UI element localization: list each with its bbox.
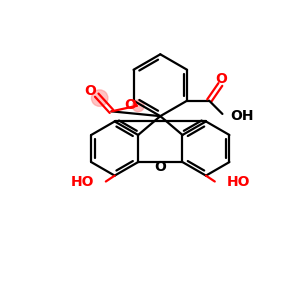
Text: O: O xyxy=(124,98,136,112)
Circle shape xyxy=(132,100,144,112)
Circle shape xyxy=(92,90,108,106)
Text: OH: OH xyxy=(231,109,254,123)
Text: O: O xyxy=(84,84,96,98)
Text: HO: HO xyxy=(226,175,250,188)
Text: O: O xyxy=(216,72,227,86)
Text: HO: HO xyxy=(70,175,94,188)
Text: O: O xyxy=(154,160,166,174)
